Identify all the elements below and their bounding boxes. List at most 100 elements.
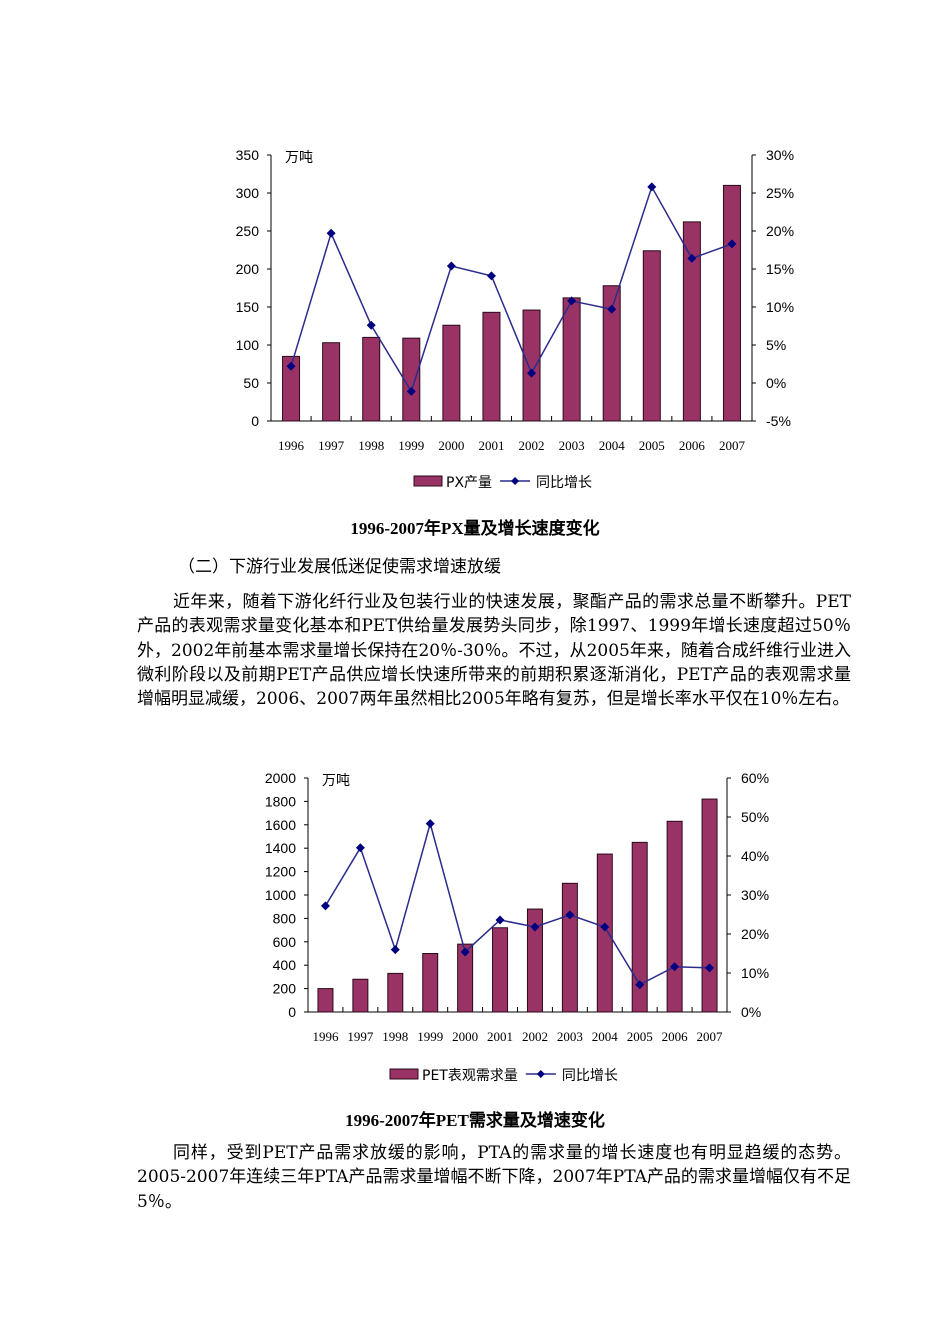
diamond-marker-icon <box>320 901 330 911</box>
right-tick-label: 10% <box>766 299 794 315</box>
right-tick-label: 60% <box>741 770 769 786</box>
diamond-marker-icon <box>355 843 365 853</box>
bar <box>701 798 718 1013</box>
bar <box>561 882 578 1013</box>
x-tick-label: 1996 <box>312 1029 339 1044</box>
paragraph-pta-demand: 同样，受到PET产品需求放缓的影响，PTA的需求量的增长速度也有明显趋缓的态势。… <box>137 1143 851 1212</box>
bar <box>602 285 621 422</box>
x-tick-label: 1996 <box>278 438 305 453</box>
bar <box>666 820 683 1013</box>
bar <box>322 342 341 422</box>
diamond-marker-icon <box>326 228 336 238</box>
bar <box>642 250 661 422</box>
diamond-marker-icon <box>390 945 400 955</box>
legend-bar-swatch-icon <box>413 475 443 487</box>
bar <box>442 324 461 422</box>
left-tick-label: 250 <box>236 223 260 239</box>
growth-line <box>324 820 710 986</box>
left-tick-label: 0 <box>288 1004 296 1020</box>
right-tick-label: -5% <box>766 413 791 429</box>
bar <box>482 311 501 422</box>
diamond-marker-icon <box>565 910 575 920</box>
left-tick-label: 100 <box>236 337 260 353</box>
left-tick-label: 350 <box>236 147 260 163</box>
x-tick-label: 2000 <box>438 438 464 453</box>
right-tick-label: 25% <box>766 185 794 201</box>
bar <box>526 908 543 1013</box>
right-tick-label: 50% <box>741 809 769 825</box>
x-tick-label: 2003 <box>559 438 585 453</box>
left-tick-label: 2000 <box>265 770 296 786</box>
diamond-marker-icon <box>600 922 610 932</box>
x-tick-label: 2005 <box>627 1029 653 1044</box>
x-tick-label: 2004 <box>592 1029 619 1044</box>
left-tick-label: 800 <box>273 910 297 926</box>
x-tick-label: 2006 <box>662 1029 689 1044</box>
right-tick-label: 5% <box>766 337 786 353</box>
right-tick-label: 20% <box>741 926 769 942</box>
diamond-marker-icon <box>705 963 715 973</box>
bar <box>362 336 381 422</box>
x-tick-label: 2007 <box>719 438 746 453</box>
legend-bar-label: PET表观需求量 <box>422 1068 518 1084</box>
unit-label: 万吨 <box>322 773 350 789</box>
diamond-marker-icon <box>460 947 470 957</box>
diamond-marker-icon <box>486 271 496 281</box>
bar <box>387 972 404 1013</box>
diamond-marker-icon <box>406 386 416 396</box>
diamond-marker-icon <box>366 320 376 330</box>
left-tick-label: 1400 <box>265 840 296 856</box>
bar <box>722 184 741 422</box>
legend-line-label: 同比增长 <box>562 1068 618 1084</box>
left-tick-label: 200 <box>236 261 260 277</box>
bar <box>457 943 474 1013</box>
right-tick-label: 0% <box>766 375 786 391</box>
left-tick-label: 1800 <box>265 793 296 809</box>
diamond-marker-icon <box>607 304 617 314</box>
x-tick-label: 2002 <box>519 438 545 453</box>
bar <box>282 355 301 422</box>
pet-demand-chart: 0 200 400 600 800 1000 1200 1400 1600 1800 2000 0% 1… <box>265 770 769 1084</box>
x-tick-label: 1999 <box>398 438 424 453</box>
left-tick-label: 150 <box>236 299 260 315</box>
chart1-caption: 1996-2007年PX量及增长速度变化 <box>350 519 600 538</box>
diamond-marker-icon <box>647 182 657 192</box>
bar <box>492 927 509 1013</box>
x-tick-label: 2005 <box>639 438 665 453</box>
left-tick-label: 400 <box>273 957 297 973</box>
unit-label: 万吨 <box>285 150 313 166</box>
right-tick-label: 20% <box>766 223 794 239</box>
left-tick-label: 1000 <box>265 887 296 903</box>
x-tick-label: 2003 <box>557 1029 583 1044</box>
bar <box>596 853 613 1013</box>
left-tick-label: 200 <box>273 981 297 997</box>
x-tick-label: 2007 <box>697 1029 724 1044</box>
left-tick-label: 1200 <box>265 864 296 880</box>
section-heading: （二）下游行业发展低迷促使需求增速放缓 <box>178 557 501 577</box>
diamond-marker-icon <box>530 922 540 932</box>
diamond-marker-icon <box>286 361 296 371</box>
x-tick-label: 2001 <box>478 438 504 453</box>
bar <box>317 988 334 1013</box>
diamond-marker-icon <box>727 239 737 249</box>
right-tick-label: 40% <box>741 848 769 864</box>
legend-line-label: 同比增长 <box>536 475 592 491</box>
x-tick-label: 2004 <box>599 438 626 453</box>
left-tick-label: 600 <box>273 934 297 950</box>
x-tick-label: 1997 <box>347 1029 374 1044</box>
bar <box>682 221 701 422</box>
right-tick-label: 15% <box>766 261 794 277</box>
px-production-chart: 0 50 100 150 200 250 300 350 -5% 0% 5% 10% 15% 20% 25%… <box>236 147 794 491</box>
diamond-marker-icon <box>567 296 577 306</box>
bar <box>631 841 648 1013</box>
left-tick-label: 0 <box>251 413 259 429</box>
growth-line <box>290 185 733 394</box>
diamond-marker-icon <box>635 980 645 990</box>
right-tick-label: 10% <box>741 965 769 981</box>
x-tick-label: 1997 <box>318 438 345 453</box>
legend-bar-swatch-icon <box>389 1068 419 1080</box>
bar <box>422 953 439 1013</box>
right-tick-label: 0% <box>741 1004 761 1020</box>
diamond-marker-icon <box>425 819 435 829</box>
left-tick-label: 300 <box>236 185 260 201</box>
